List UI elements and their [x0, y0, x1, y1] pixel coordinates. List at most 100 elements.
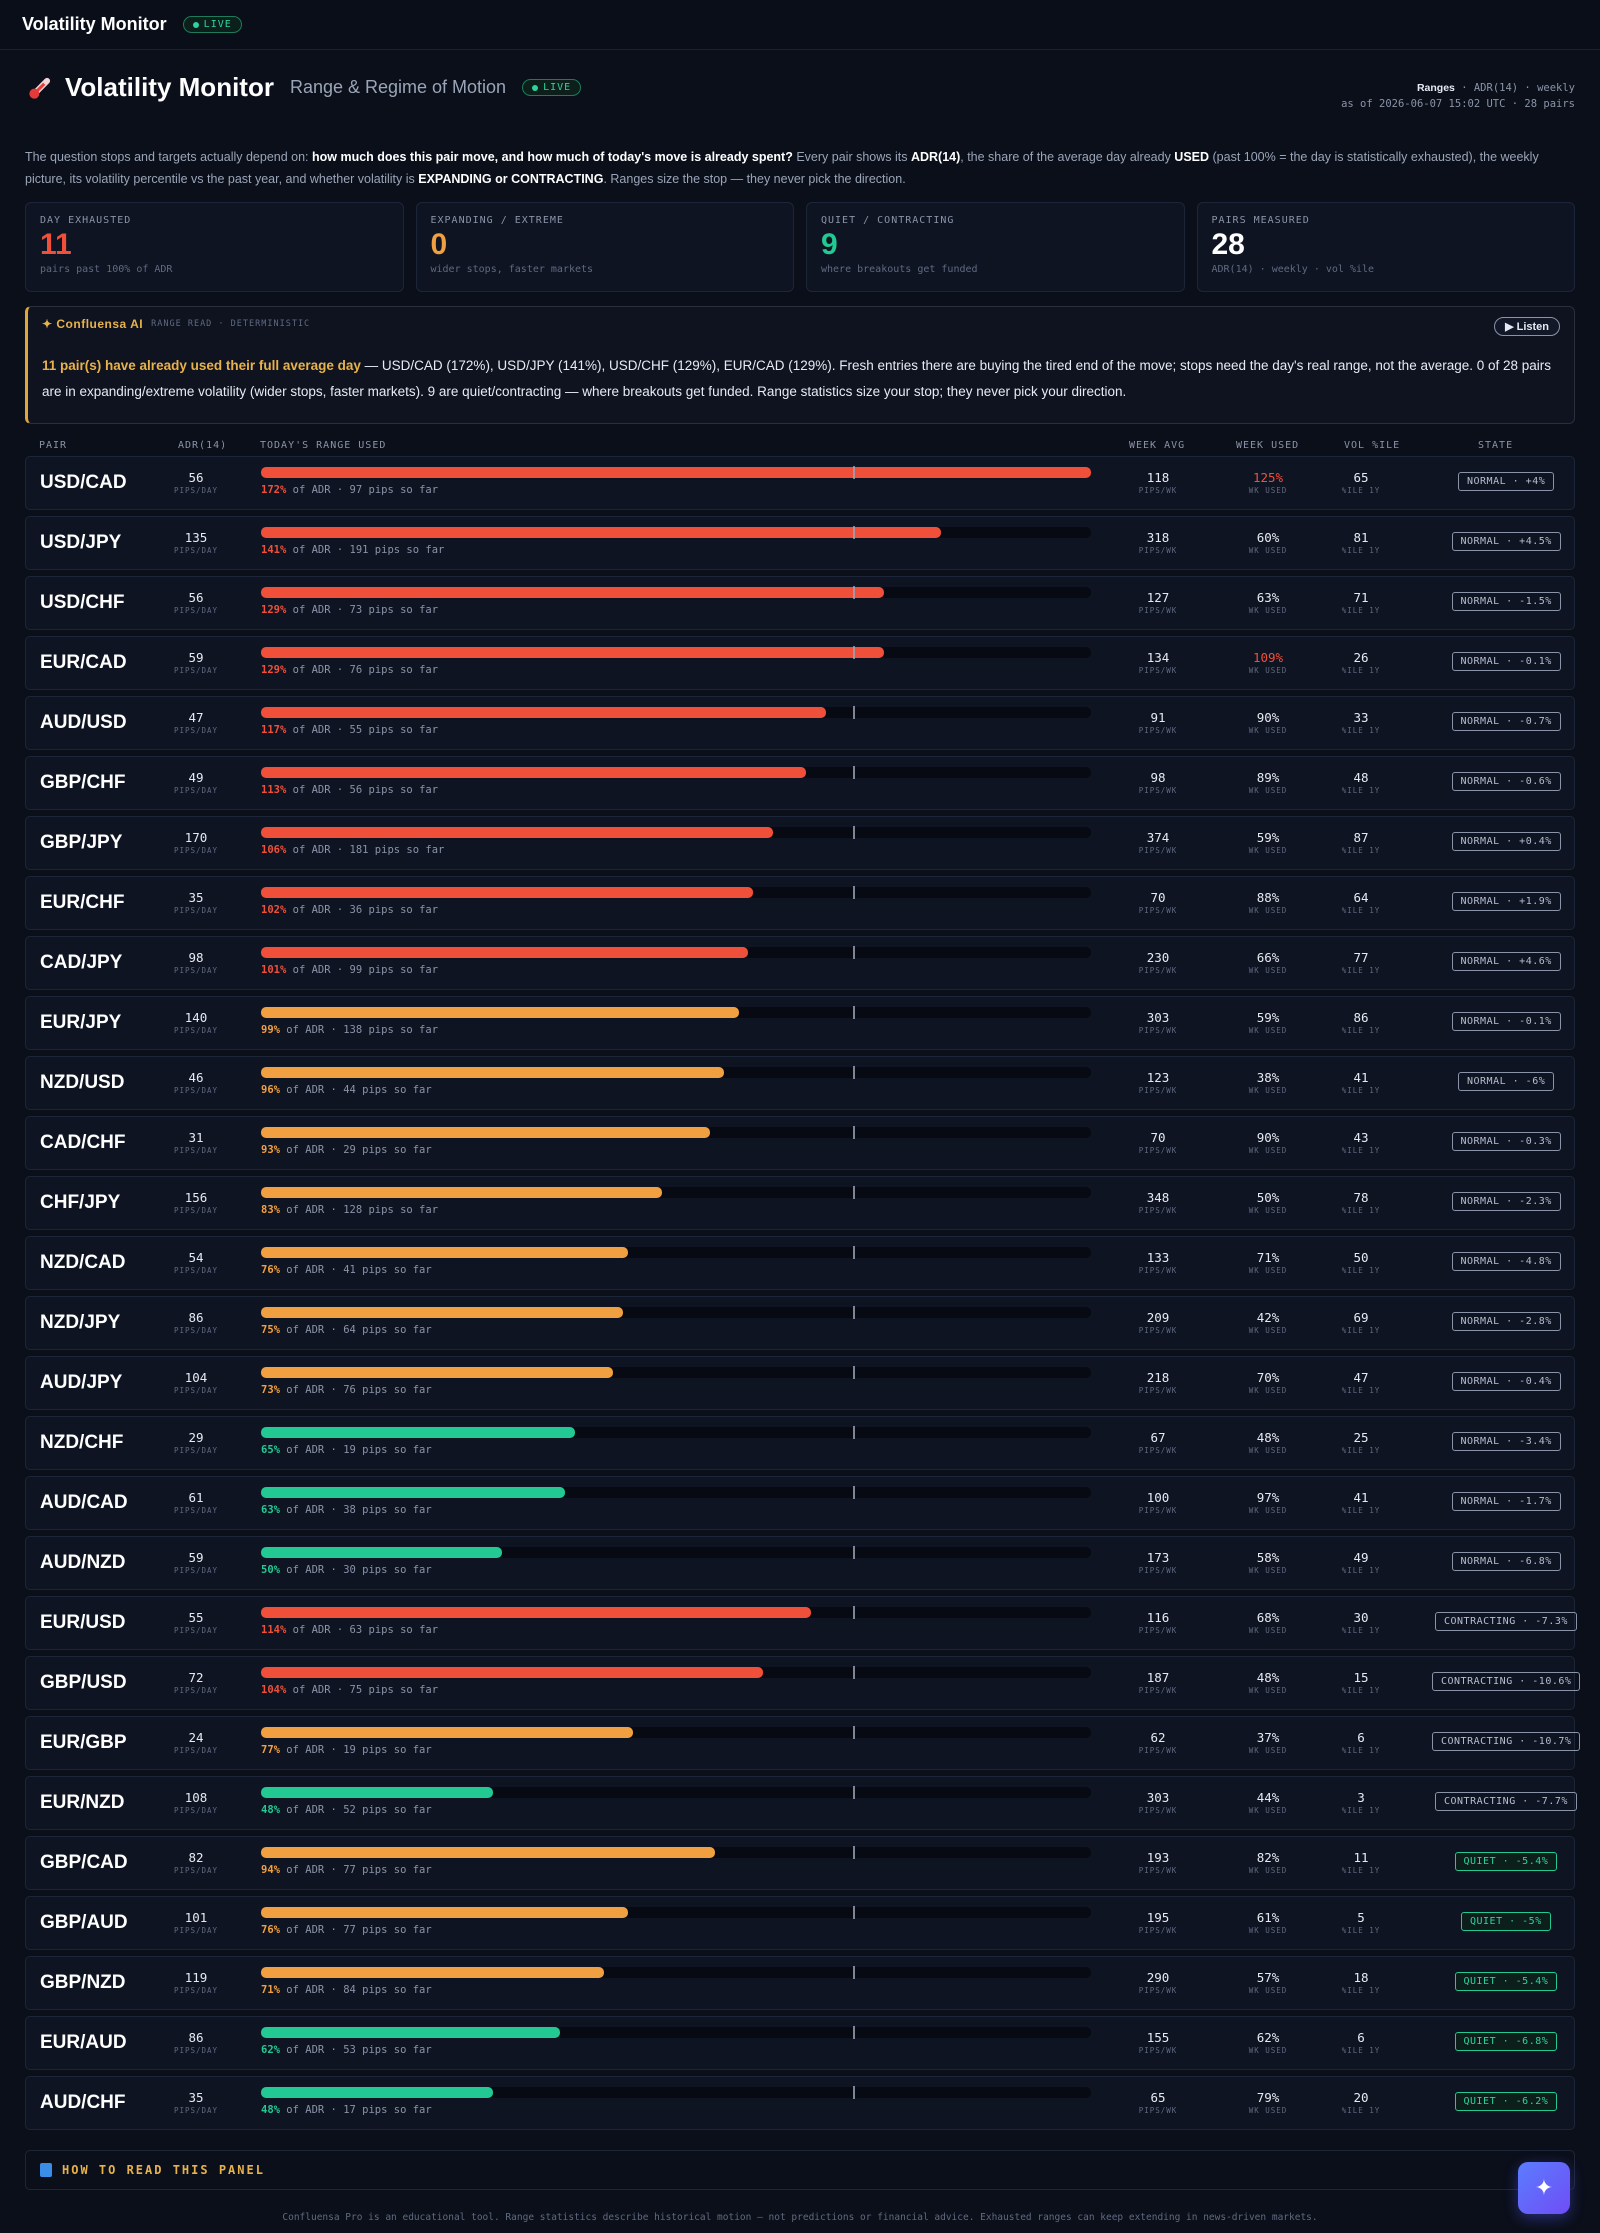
pair-name: EUR/GBP [40, 1732, 127, 1753]
table-row[interactable]: GBP/NZD 119 PIPS/DAY 71% of ADR · 84 pip… [25, 1956, 1575, 2010]
range-used-bar [261, 1426, 1091, 1439]
so-far-text: pips so far [355, 1864, 432, 1876]
range-pct: 102% [261, 904, 287, 916]
week-avg-cell: 133 PIPS/WK [1113, 1250, 1203, 1275]
week-used-unit: WK USED [1248, 1326, 1288, 1335]
pair-name: EUR/JPY [40, 1012, 122, 1033]
week-avg-cell: 62 PIPS/WK [1113, 1730, 1203, 1755]
table-row[interactable]: GBP/USD 72 PIPS/DAY 104% of ADR · 75 pip… [25, 1656, 1581, 1710]
range-pct: 99% [261, 1024, 280, 1036]
adr-unit: PIPS/DAY [173, 1266, 219, 1275]
pair-name: EUR/NZD [40, 1792, 125, 1813]
adr-value: 59 [188, 1550, 204, 1565]
vol-percentile-unit: %ILE 1Y [1341, 1446, 1381, 1455]
range-used-fill [261, 1367, 614, 1378]
adr-value: 108 [184, 1790, 208, 1805]
table-row[interactable]: EUR/CHF 35 PIPS/DAY 102% of ADR · 36 pip… [25, 876, 1575, 930]
week-used-cell: 38% WK USED [1223, 1070, 1313, 1095]
so-far-text: pips so far [362, 1204, 439, 1216]
week-avg-cell: 91 PIPS/WK [1113, 710, 1203, 735]
table-row[interactable]: EUR/CAD 59 PIPS/DAY 129% of ADR · 76 pip… [25, 636, 1575, 690]
state-badge: NORMAL · -2.3% [1451, 1192, 1561, 1211]
listen-button[interactable]: ▶ Listen [1494, 317, 1560, 336]
table-row[interactable]: CAD/JPY 98 PIPS/DAY 101% of ADR · 99 pip… [25, 936, 1575, 990]
adr-100-marker [853, 2086, 855, 2099]
table-row[interactable]: GBP/AUD 101 PIPS/DAY 76% of ADR · 77 pip… [25, 1896, 1575, 1950]
range-caption: 141% of ADR · 191 pips so far [261, 544, 444, 556]
range-used-fill [261, 1427, 575, 1438]
assistant-fab-button[interactable]: ✦ [1518, 2162, 1570, 2214]
vol-percentile-unit: %ILE 1Y [1341, 2106, 1381, 2115]
adr-cell: 55 PIPS/DAY [156, 1610, 236, 1635]
pips-value: 44 [343, 1084, 356, 1096]
stat-cards: DAY EXHAUSTED 11 pairs past 100% of ADR … [0, 202, 1600, 292]
of-adr-text: of ADR · [279, 1264, 344, 1276]
week-used-cell: 58% WK USED [1223, 1550, 1313, 1575]
table-row[interactable]: CAD/CHF 31 PIPS/DAY 93% of ADR · 29 pips… [25, 1116, 1575, 1170]
table-row[interactable]: GBP/JPY 170 PIPS/DAY 106% of ADR · 181 p… [25, 816, 1575, 870]
week-used-value: 37% [1256, 1730, 1280, 1745]
pair-name: GBP/CHF [40, 772, 126, 793]
table-row[interactable]: EUR/NZD 108 PIPS/DAY 48% of ADR · 52 pip… [25, 1776, 1577, 1830]
range-caption: 76% of ADR · 77 pips so far [261, 1924, 432, 1936]
range-pct: 94% [261, 1864, 280, 1876]
table-row[interactable]: USD/CAD 56 PIPS/DAY 172% of ADR · 97 pip… [25, 456, 1575, 510]
week-used-unit: WK USED [1248, 1446, 1288, 1455]
vol-percentile-value: 41 [1353, 1490, 1369, 1505]
vol-percentile-unit: %ILE 1Y [1341, 1746, 1381, 1755]
of-adr-text: of ADR · [279, 1804, 344, 1816]
vol-percentile-cell: 15 %ILE 1Y [1326, 1670, 1396, 1695]
week-avg-unit: PIPS/WK [1138, 1746, 1178, 1755]
pips-value: 181 [349, 844, 369, 856]
table-row[interactable]: AUD/USD 47 PIPS/DAY 117% of ADR · 55 pip… [25, 696, 1575, 750]
pair-name: EUR/CAD [40, 652, 127, 673]
pair-name: CAD/JPY [40, 952, 123, 973]
week-used-cell: 61% WK USED [1223, 1910, 1313, 1935]
adr-cell: 24 PIPS/DAY [156, 1730, 236, 1755]
adr-unit: PIPS/DAY [173, 1146, 219, 1155]
week-used-cell: 125% WK USED [1223, 470, 1313, 495]
table-row[interactable]: NZD/CAD 54 PIPS/DAY 76% of ADR · 41 pips… [25, 1236, 1575, 1290]
week-avg-value: 100 [1146, 1490, 1170, 1505]
stat-value: 28 [1211, 228, 1245, 261]
week-used-cell: 79% WK USED [1223, 2090, 1313, 2115]
stat-note: ADR(14) · weekly · vol %ile [1211, 264, 1375, 275]
how-to-read-toggle[interactable]: HOW TO READ THIS PANEL ▼ [25, 2150, 1575, 2190]
table-row[interactable]: EUR/USD 55 PIPS/DAY 114% of ADR · 63 pip… [25, 1596, 1577, 1650]
table-row[interactable]: AUD/NZD 59 PIPS/DAY 50% of ADR · 30 pips… [25, 1536, 1575, 1590]
adr-unit: PIPS/DAY [173, 906, 219, 915]
table-row[interactable]: GBP/CAD 82 PIPS/DAY 94% of ADR · 77 pips… [25, 1836, 1575, 1890]
state-badge: NORMAL · +0.4% [1451, 832, 1561, 851]
table-row[interactable]: AUD/JPY 104 PIPS/DAY 73% of ADR · 76 pip… [25, 1356, 1575, 1410]
pips-value: 75 [349, 1684, 363, 1696]
table-row[interactable]: EUR/AUD 86 PIPS/DAY 62% of ADR · 53 pips… [25, 2016, 1575, 2070]
table-row[interactable]: EUR/GBP 24 PIPS/DAY 77% of ADR · 19 pips… [25, 1716, 1581, 1770]
table-row[interactable]: GBP/CHF 49 PIPS/DAY 113% of ADR · 56 pip… [25, 756, 1575, 810]
week-avg-value: 116 [1146, 1610, 1170, 1625]
table-row[interactable]: NZD/CHF 29 PIPS/DAY 65% of ADR · 19 pips… [25, 1416, 1575, 1470]
vol-percentile-unit: %ILE 1Y [1341, 1146, 1381, 1155]
table-row[interactable]: USD/JPY 135 PIPS/DAY 141% of ADR · 191 p… [25, 516, 1575, 570]
week-avg-unit: PIPS/WK [1138, 606, 1178, 615]
ai-tag: RANGE READ · DETERMINISTIC [151, 319, 311, 329]
table-row[interactable]: EUR/JPY 140 PIPS/DAY 99% of ADR · 138 pi… [25, 996, 1575, 1050]
week-avg-cell: 303 PIPS/WK [1113, 1790, 1203, 1815]
vol-percentile-cell: 18 %ILE 1Y [1326, 1970, 1396, 1995]
week-used-unit: WK USED [1248, 2106, 1288, 2115]
table-row[interactable]: CHF/JPY 156 PIPS/DAY 83% of ADR · 128 pi… [25, 1176, 1575, 1230]
week-used-cell: 66% WK USED [1223, 950, 1313, 975]
state-badge: NORMAL · -1.7% [1451, 1492, 1561, 1511]
week-avg-unit: PIPS/WK [1138, 1866, 1178, 1875]
table-row[interactable]: AUD/CAD 61 PIPS/DAY 63% of ADR · 38 pips… [25, 1476, 1575, 1530]
ai-summary: 11 pair(s) have already used their full … [42, 353, 1560, 405]
table-row[interactable]: NZD/USD 46 PIPS/DAY 96% of ADR · 44 pips… [25, 1056, 1575, 1110]
so-far-text: pips so far [355, 2104, 432, 2116]
table-row[interactable]: AUD/CHF 35 PIPS/DAY 48% of ADR · 17 pips… [25, 2076, 1575, 2130]
table-row[interactable]: NZD/JPY 86 PIPS/DAY 75% of ADR · 64 pips… [25, 1296, 1575, 1350]
week-avg-unit: PIPS/WK [1138, 966, 1178, 975]
of-adr-text: of ADR · [279, 1924, 344, 1936]
state-badge: NORMAL · -0.7% [1451, 712, 1561, 731]
pair-name: NZD/JPY [40, 1312, 121, 1333]
table-row[interactable]: USD/CHF 56 PIPS/DAY 129% of ADR · 73 pip… [25, 576, 1575, 630]
range-used-fill [261, 1907, 628, 1918]
